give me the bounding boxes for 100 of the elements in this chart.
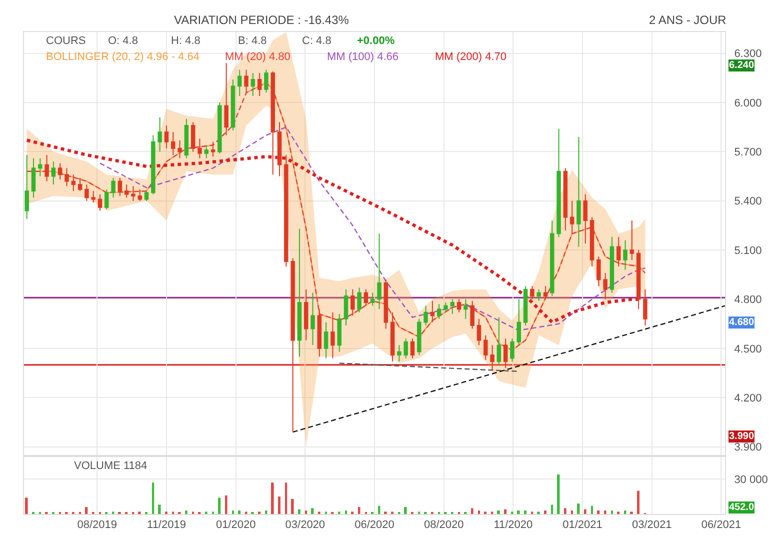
text: MM (200) 4.70	[435, 51, 507, 63]
candlestick	[84, 184, 89, 202]
candlestick	[190, 122, 196, 152]
candlestick	[51, 161, 56, 185]
candlestick	[317, 308, 322, 358]
y-tick-label: 5.700	[734, 146, 762, 159]
candlestick	[38, 158, 42, 177]
candlestick	[277, 122, 282, 177]
candlestick	[377, 233, 382, 310]
candlestick	[530, 286, 534, 300]
bar	[265, 510, 268, 514]
candlestick	[550, 220, 554, 296]
candlestick	[476, 318, 482, 346]
candlestick	[344, 288, 348, 326]
bar	[404, 507, 407, 514]
candlestick	[370, 292, 375, 306]
bar	[637, 490, 640, 514]
candlestick	[384, 279, 388, 330]
bar	[232, 510, 234, 514]
x-tick-label: 01/2020	[216, 519, 256, 532]
bar	[524, 510, 526, 514]
candlestick	[543, 286, 548, 300]
y-tick-label: 30 000	[734, 474, 768, 486]
y-tick-label: 6.300	[734, 48, 762, 60]
candlestick	[198, 138, 202, 159]
text: 4.680	[729, 317, 754, 328]
bar	[624, 510, 626, 514]
bar	[298, 509, 300, 514]
candlestick	[204, 144, 208, 159]
bar	[291, 498, 294, 514]
candlestick	[556, 128, 561, 238]
candlestick	[91, 190, 96, 204]
bar	[152, 482, 154, 514]
bar	[571, 510, 574, 514]
x-tick-label: 11/2020	[494, 519, 533, 532]
candlestick	[171, 132, 176, 156]
x-tick-label: 06/2021	[701, 519, 742, 532]
bar	[471, 508, 474, 514]
bar	[557, 474, 560, 514]
candlestick	[444, 302, 448, 313]
candlestick	[490, 344, 494, 370]
annotation: O: 4.8	[108, 35, 138, 47]
candlestick	[237, 69, 242, 96]
candlestick	[290, 258, 295, 433]
candlestick	[417, 318, 422, 356]
bar	[238, 510, 241, 514]
text: BOLLINGER (20, 2) 4.96 - 4.64	[46, 51, 200, 63]
bar	[504, 509, 507, 514]
candlestick	[456, 298, 462, 313]
candlestick	[583, 194, 588, 244]
candlestick	[616, 236, 621, 267]
candlestick	[364, 288, 368, 306]
bar	[345, 510, 347, 514]
candlestick	[111, 177, 116, 198]
candlestick	[643, 288, 648, 326]
candlestick	[636, 250, 641, 310]
candlestick	[503, 338, 508, 369]
candlestick	[404, 338, 408, 359]
candlestick	[536, 288, 541, 302]
y-tick-label: 6.000	[734, 97, 762, 110]
bar	[611, 510, 613, 514]
candlestick	[184, 118, 189, 159]
x-tick-label: 01/2021	[562, 519, 602, 532]
bar	[185, 510, 188, 514]
candlestick	[330, 312, 335, 359]
y-tick-label: 3.900	[734, 442, 762, 454]
candlestick	[357, 287, 362, 313]
x-tick-label: 03/2021	[632, 519, 672, 532]
candlestick	[138, 188, 142, 202]
candlestick	[596, 256, 601, 287]
candlestick	[610, 236, 614, 294]
candlestick	[397, 344, 402, 362]
candlestick	[390, 312, 395, 362]
bar	[218, 498, 221, 514]
candlestick	[124, 184, 129, 198]
bar	[584, 509, 586, 514]
bar	[225, 495, 228, 514]
bar	[478, 510, 480, 514]
candlestick	[337, 314, 342, 352]
candlestick	[257, 72, 262, 96]
candlestick	[210, 141, 216, 158]
candlestick	[570, 200, 574, 234]
y-tick-label: 4.500	[734, 343, 762, 356]
candlestick	[590, 216, 594, 267]
chart-title: VOLUME 1184	[74, 460, 148, 472]
candlestick	[510, 338, 514, 362]
candlestick	[450, 298, 455, 314]
bar	[551, 504, 554, 514]
bar	[517, 510, 520, 514]
bar	[305, 510, 308, 514]
candlestick	[244, 69, 248, 94]
candlestick	[158, 116, 162, 152]
candlestick	[164, 124, 169, 149]
candlestick	[496, 316, 502, 366]
candlestick	[64, 168, 69, 187]
annotation: COURS	[46, 35, 86, 47]
text: 452.0	[729, 502, 754, 513]
candlestick	[58, 162, 62, 180]
x-tick-label: 11/2019	[147, 519, 186, 532]
candlestick	[470, 300, 474, 330]
